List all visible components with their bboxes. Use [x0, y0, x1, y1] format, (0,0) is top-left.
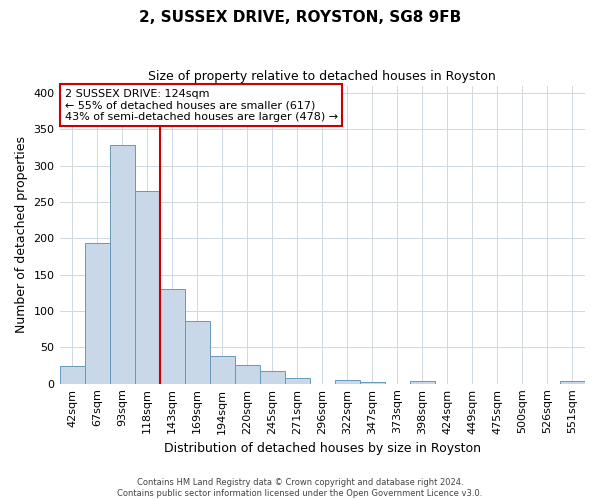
Bar [209, 356, 235, 384]
Bar [560, 382, 585, 384]
Bar [260, 370, 285, 384]
Bar [360, 382, 385, 384]
Bar [59, 366, 85, 384]
Bar [185, 321, 209, 384]
Text: Contains HM Land Registry data © Crown copyright and database right 2024.
Contai: Contains HM Land Registry data © Crown c… [118, 478, 482, 498]
Bar [160, 289, 185, 384]
Text: 2 SUSSEX DRIVE: 124sqm
← 55% of detached houses are smaller (617)
43% of semi-de: 2 SUSSEX DRIVE: 124sqm ← 55% of detached… [65, 88, 338, 122]
Y-axis label: Number of detached properties: Number of detached properties [15, 136, 28, 333]
Title: Size of property relative to detached houses in Royston: Size of property relative to detached ho… [148, 70, 496, 83]
Bar [335, 380, 360, 384]
Text: 2, SUSSEX DRIVE, ROYSTON, SG8 9FB: 2, SUSSEX DRIVE, ROYSTON, SG8 9FB [139, 10, 461, 25]
Bar [85, 244, 110, 384]
X-axis label: Distribution of detached houses by size in Royston: Distribution of detached houses by size … [164, 442, 481, 455]
Bar [110, 145, 134, 384]
Bar [134, 191, 160, 384]
Bar [235, 365, 260, 384]
Bar [285, 378, 310, 384]
Bar [410, 382, 435, 384]
